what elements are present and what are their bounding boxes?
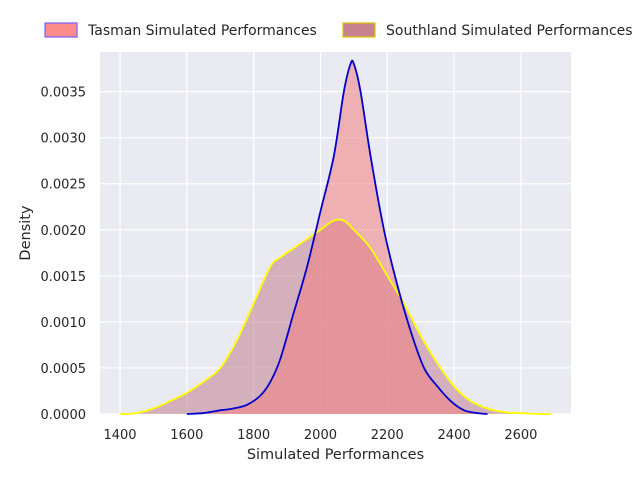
legend-swatch-southland: [342, 22, 376, 38]
x-tick-label: 2000: [304, 428, 337, 443]
y-axis-label: Density: [18, 205, 34, 261]
legend-label-southland: Southland Simulated Performances: [386, 23, 633, 39]
x-tick-label: 2200: [371, 428, 404, 443]
x-tick-label: 1400: [103, 428, 136, 443]
legend: Tasman Simulated Performances Southland …: [44, 22, 633, 39]
x-axis-label: Simulated Performances: [247, 447, 424, 463]
series-layer: [119, 59, 551, 415]
y-tick-label: 0.0020: [41, 224, 87, 239]
legend-swatch-tasman: [44, 22, 78, 38]
legend-label-tasman: Tasman Simulated Performances: [87, 23, 317, 39]
line-southland: [119, 218, 551, 415]
x-tick-label: 1600: [170, 428, 203, 443]
area-tasman: [186, 60, 488, 415]
y-tick-label: 0.0015: [41, 270, 87, 285]
y-tick-label: 0.0025: [41, 178, 87, 193]
x-tick-label: 2600: [504, 428, 537, 443]
x-tick-label: 2400: [438, 428, 471, 443]
y-tick-label: 0.0010: [41, 316, 87, 331]
x-axis-ticks: 1400 1600 1800 2000 2200 2400 2600: [103, 428, 537, 443]
x-tick-label: 1800: [237, 428, 270, 443]
line-tasman: [186, 59, 488, 415]
y-tick-label: 0.0005: [41, 362, 87, 377]
y-tick-label: 0.0035: [41, 86, 87, 101]
y-tick-label: 0.0000: [41, 408, 87, 423]
y-axis-ticks: 0.0000 0.0005 0.0010 0.0015 0.0020 0.0025 0.00…: [41, 86, 87, 423]
y-tick-label: 0.0030: [41, 132, 87, 147]
